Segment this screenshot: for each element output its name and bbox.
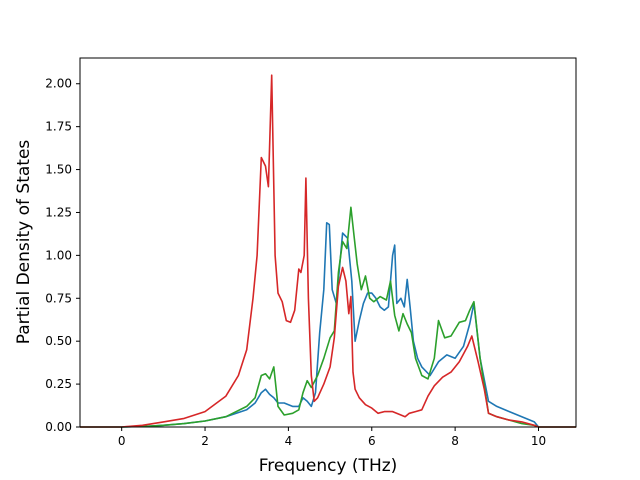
plot-frame — [79, 57, 577, 428]
y-axis-label: Partial Density of States — [14, 140, 34, 345]
y-tick-label: 0.25 — [45, 377, 72, 391]
series-line-2 — [80, 206, 576, 428]
x-tick-label: 6 — [368, 434, 376, 448]
x-tick-label: 10 — [531, 434, 546, 448]
y-tick-label: 1.50 — [45, 163, 72, 177]
y-tick-label: 1.75 — [45, 120, 72, 134]
x-tick-label: 2 — [201, 434, 209, 448]
x-tick-label: 0 — [118, 434, 126, 448]
y-tick-label: 2.00 — [45, 77, 72, 91]
series-line-3 — [80, 74, 576, 428]
x-tick-label: 4 — [285, 434, 293, 448]
y-tick-label: 1.25 — [45, 205, 72, 219]
x-tick-label: 8 — [451, 434, 459, 448]
y-tick-label: 0.50 — [45, 334, 72, 348]
x-axis-label: Frequency (THz) — [259, 456, 398, 476]
y-tick-label: 0.00 — [45, 420, 72, 434]
y-tick-label: 0.75 — [45, 291, 72, 305]
x-axis-ticks: 0 2 4 6 8 10 — [118, 427, 546, 448]
series-line-1 — [80, 222, 576, 428]
y-tick-label: 1.00 — [45, 248, 72, 262]
series-layer — [80, 74, 576, 428]
y-axis-ticks: 0.00 0.25 0.50 0.75 1.00 1.25 1.50 1.75 2.00 — [45, 77, 80, 434]
